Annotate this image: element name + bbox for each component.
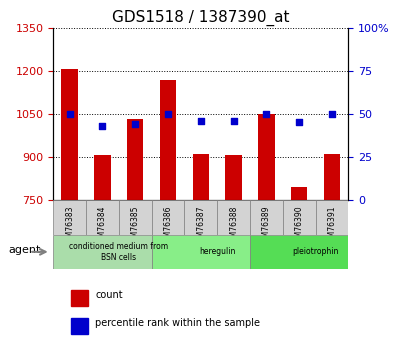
- Text: GSM76389: GSM76389: [261, 205, 270, 247]
- Text: GSM76384: GSM76384: [98, 205, 107, 247]
- Text: conditioned medium from
BSN cells: conditioned medium from BSN cells: [69, 242, 168, 262]
- Point: [164, 111, 171, 117]
- Text: percentile rank within the sample: percentile rank within the sample: [95, 318, 259, 328]
- Bar: [290, 187, 307, 200]
- Text: pleiotrophin: pleiotrophin: [292, 247, 338, 256]
- Bar: [225, 155, 241, 200]
- Point: [263, 111, 269, 117]
- FancyBboxPatch shape: [249, 200, 282, 235]
- Point: [328, 111, 335, 117]
- FancyBboxPatch shape: [119, 200, 151, 235]
- Bar: [71, 290, 88, 306]
- Text: GSM76391: GSM76391: [327, 205, 336, 247]
- Text: GSM76385: GSM76385: [130, 205, 139, 247]
- FancyBboxPatch shape: [249, 235, 348, 269]
- Text: GSM76390: GSM76390: [294, 205, 303, 247]
- FancyBboxPatch shape: [217, 200, 249, 235]
- Point: [99, 123, 106, 129]
- Title: GDS1518 / 1387390_at: GDS1518 / 1387390_at: [112, 10, 289, 26]
- Point: [230, 118, 236, 124]
- Text: GSM76386: GSM76386: [163, 205, 172, 247]
- Text: agent: agent: [8, 245, 40, 255]
- FancyBboxPatch shape: [151, 200, 184, 235]
- FancyBboxPatch shape: [282, 200, 315, 235]
- FancyBboxPatch shape: [151, 235, 249, 269]
- Text: count: count: [95, 290, 122, 300]
- Text: GSM76388: GSM76388: [229, 205, 238, 247]
- Bar: [94, 155, 110, 200]
- Point: [197, 118, 204, 124]
- Point: [66, 111, 73, 117]
- FancyBboxPatch shape: [86, 200, 119, 235]
- Text: GSM76387: GSM76387: [196, 205, 205, 247]
- FancyBboxPatch shape: [315, 200, 348, 235]
- Bar: [127, 119, 143, 200]
- Point: [295, 120, 302, 125]
- Bar: [160, 80, 176, 200]
- Bar: [192, 154, 209, 200]
- FancyBboxPatch shape: [53, 235, 151, 269]
- Bar: [71, 318, 88, 334]
- Bar: [258, 114, 274, 200]
- FancyBboxPatch shape: [184, 200, 217, 235]
- Text: heregulin: heregulin: [199, 247, 235, 256]
- Point: [132, 121, 138, 127]
- Bar: [61, 69, 78, 200]
- Text: GSM76383: GSM76383: [65, 205, 74, 247]
- Bar: [323, 154, 339, 200]
- FancyBboxPatch shape: [53, 200, 86, 235]
